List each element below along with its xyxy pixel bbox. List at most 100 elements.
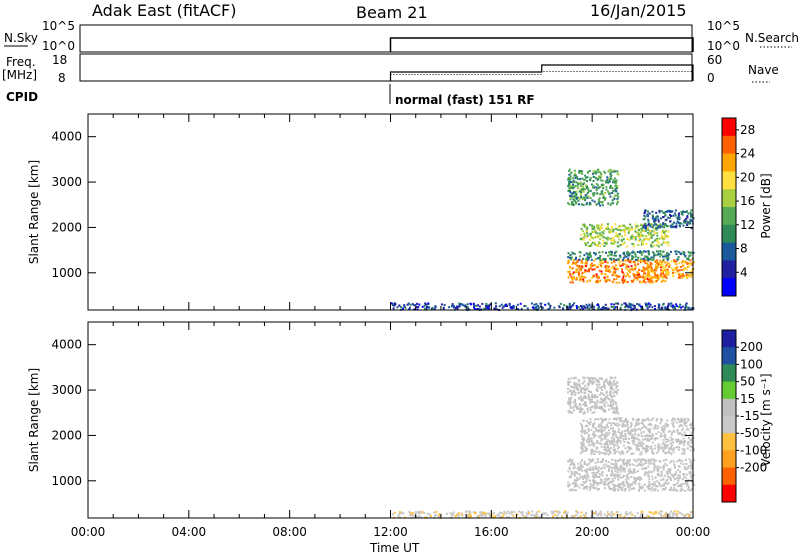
echo-cell	[602, 261, 605, 264]
echo-cell	[614, 460, 617, 462]
echo-cell	[642, 438, 645, 441]
echo-cell	[602, 482, 605, 485]
echo-cell	[617, 412, 620, 415]
echo-cell	[639, 516, 642, 518]
echo-cell	[662, 216, 665, 219]
echo-cell	[639, 233, 642, 236]
echo-cell	[646, 260, 649, 263]
echo-cell	[603, 446, 606, 449]
echo-cell	[592, 381, 595, 384]
echo-cell	[584, 431, 587, 434]
echo-cell	[665, 486, 668, 489]
echo-cell	[608, 398, 611, 401]
echo-cell	[638, 458, 641, 461]
echo-cell	[631, 463, 634, 466]
echo-cell	[580, 464, 583, 467]
echo-cell	[599, 193, 602, 196]
echo-cell	[640, 513, 642, 516]
echo-cell	[597, 168, 599, 171]
echo-cell	[629, 223, 632, 226]
echo-cell	[604, 426, 607, 429]
echo-cell	[571, 304, 574, 307]
echo-cell	[613, 475, 616, 477]
echo-cell	[427, 302, 430, 305]
echo-cell	[651, 487, 654, 489]
echo-cell	[685, 268, 688, 271]
echo-cell	[613, 267, 616, 269]
echo-cell	[539, 305, 542, 308]
echo-cell	[684, 420, 687, 423]
echo-cell	[580, 430, 583, 432]
echo-cell	[599, 234, 602, 237]
echo-cell	[605, 418, 607, 421]
echo-cell	[579, 411, 582, 414]
echo-cell	[571, 267, 574, 270]
echo-cell	[419, 512, 422, 514]
echo-cell	[636, 446, 639, 449]
echo-cell	[628, 489, 631, 492]
echo-cell	[631, 482, 634, 485]
echo-cell	[579, 515, 582, 518]
echo-cell	[638, 476, 641, 478]
echo-cell	[611, 471, 614, 474]
nave-dot	[393, 74, 395, 75]
echo-cell	[636, 278, 639, 281]
echo-cell	[458, 302, 461, 305]
echo-cell	[586, 307, 589, 309]
nave-dot	[555, 71, 557, 72]
echo-cell	[610, 473, 613, 476]
echo-cell	[665, 458, 668, 461]
echo-cell	[607, 383, 610, 386]
echo-cell	[583, 380, 586, 383]
echo-cell	[569, 175, 572, 178]
echo-cell	[610, 407, 613, 410]
echo-cell	[662, 236, 664, 239]
echo-cell	[616, 440, 619, 443]
echo-cell	[535, 303, 538, 306]
echo-cell	[674, 418, 677, 421]
echo-cell	[685, 273, 688, 276]
echo-cell	[575, 202, 578, 204]
echo-cell	[466, 303, 469, 306]
nave-dot	[594, 71, 596, 72]
echo-cell	[656, 480, 659, 483]
echo-cell	[662, 483, 665, 486]
echo-cell	[596, 192, 599, 195]
echo-cell	[639, 442, 642, 445]
echo-cell	[642, 239, 645, 242]
echo-cell	[661, 447, 664, 450]
echo-cell	[648, 281, 651, 284]
echo-cell	[673, 212, 676, 215]
echo-cell	[464, 304, 467, 307]
echo-cell	[568, 173, 571, 176]
echo-cell	[665, 452, 668, 455]
echo-cell	[585, 252, 588, 255]
echo-cell	[671, 422, 674, 425]
echo-cell	[592, 184, 595, 187]
echo-cell	[567, 190, 570, 192]
echo-cell	[572, 462, 575, 465]
echo-cell	[613, 395, 616, 397]
echo-cell	[647, 515, 650, 518]
echo-cell	[605, 447, 608, 450]
echo-cell	[581, 188, 584, 191]
echo-cell	[591, 382, 594, 385]
echo-cell	[581, 177, 584, 180]
echo-cell	[597, 184, 599, 187]
echo-cell	[657, 447, 660, 450]
echo-cell	[660, 234, 663, 237]
echo-cell	[601, 401, 604, 404]
echo-cell	[646, 433, 649, 436]
echo-cell	[621, 430, 624, 433]
echo-cell	[650, 483, 653, 486]
echo-cell	[676, 270, 679, 273]
echo-cell	[608, 169, 611, 172]
echo-cell	[597, 243, 600, 246]
echo-cell	[614, 190, 617, 193]
echo-cell	[466, 306, 469, 309]
echo-cell	[598, 466, 601, 469]
echo-cell	[624, 302, 627, 305]
echo-cell	[418, 512, 421, 515]
echo-cell	[682, 250, 685, 253]
